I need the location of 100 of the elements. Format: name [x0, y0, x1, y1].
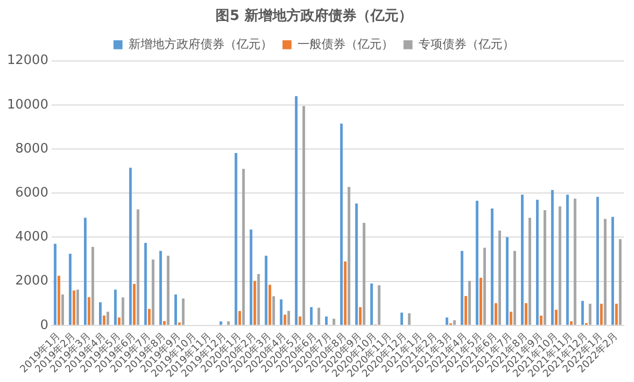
bar	[68, 254, 72, 325]
bar	[536, 200, 539, 325]
bar	[58, 276, 60, 325]
bar	[268, 284, 272, 325]
bar	[355, 203, 358, 325]
bar	[159, 250, 162, 325]
bar	[174, 294, 177, 325]
bar	[570, 321, 573, 325]
bar	[520, 194, 524, 325]
bar	[468, 280, 471, 325]
bar	[148, 308, 151, 325]
bar	[144, 242, 147, 325]
bar	[129, 168, 132, 325]
bar	[220, 321, 222, 325]
bar	[453, 320, 456, 325]
bar	[408, 313, 411, 325]
bar	[446, 317, 448, 325]
y-tick-label: 0	[40, 318, 48, 333]
bar	[513, 250, 516, 325]
bar	[106, 312, 110, 325]
bar	[370, 283, 373, 325]
bar	[182, 298, 185, 325]
bar	[558, 206, 562, 325]
bar	[118, 317, 120, 325]
bar	[510, 312, 512, 325]
bar	[227, 321, 230, 325]
bar	[284, 314, 286, 325]
bar	[122, 297, 124, 325]
bar	[114, 290, 117, 325]
bar	[588, 304, 592, 325]
bar	[480, 278, 482, 325]
bar	[506, 237, 509, 325]
legend-label: 新增地方政府债券（亿元）	[128, 36, 272, 51]
bar	[400, 312, 404, 325]
bar	[494, 303, 498, 325]
bar	[604, 218, 606, 325]
bar	[54, 244, 56, 325]
bar	[287, 310, 290, 325]
bar	[490, 208, 494, 325]
bar	[152, 259, 154, 325]
bar	[88, 297, 90, 325]
bar	[600, 304, 603, 325]
bar	[524, 303, 528, 325]
bar	[272, 296, 275, 325]
bar	[132, 284, 136, 325]
bar	[348, 186, 350, 325]
bar	[476, 200, 478, 325]
bar	[318, 308, 320, 325]
bar	[332, 318, 336, 325]
bar	[72, 290, 76, 325]
bar	[358, 307, 362, 325]
bar	[611, 216, 614, 325]
bar	[257, 274, 260, 325]
bar	[136, 209, 140, 325]
bar	[264, 256, 268, 325]
bar	[528, 218, 532, 325]
y-tick-label: 8000	[15, 141, 48, 156]
bar	[581, 300, 584, 325]
bar	[378, 285, 380, 325]
y-tick-label: 4000	[15, 230, 48, 245]
bar	[242, 168, 245, 325]
bar	[362, 222, 366, 325]
bar	[554, 310, 558, 325]
legend-label: 专项债券（亿元）	[418, 36, 514, 51]
bar	[464, 296, 468, 325]
bar	[84, 218, 87, 325]
bar	[102, 315, 106, 325]
bar	[596, 196, 599, 325]
bar	[483, 248, 486, 325]
bar	[551, 190, 554, 325]
bar	[234, 152, 238, 325]
y-tick-label: 6000	[15, 185, 48, 200]
bar	[566, 194, 569, 325]
y-tick-label: 12000	[6, 53, 48, 68]
bar	[302, 106, 306, 325]
y-tick-label: 2000	[15, 274, 48, 289]
bar	[344, 261, 347, 325]
bar	[615, 304, 618, 325]
bar	[325, 316, 328, 325]
bar	[544, 210, 546, 325]
bar	[250, 229, 252, 325]
bar	[163, 320, 166, 325]
bar	[574, 198, 576, 325]
bar	[76, 290, 80, 325]
bar	[294, 96, 298, 325]
chart-title: 图5 新增地方政府债券（亿元）	[216, 7, 412, 24]
bar	[340, 124, 343, 325]
bar	[61, 294, 64, 325]
bar	[298, 316, 302, 325]
bar	[253, 280, 256, 325]
bar	[460, 250, 464, 325]
bar	[238, 311, 242, 325]
bar	[540, 316, 542, 325]
bar	[166, 256, 170, 325]
bar	[99, 302, 102, 325]
y-tick-label: 10000	[6, 97, 48, 112]
bar	[310, 307, 313, 325]
bar	[91, 246, 94, 325]
bar	[280, 299, 282, 325]
bar	[498, 230, 501, 325]
